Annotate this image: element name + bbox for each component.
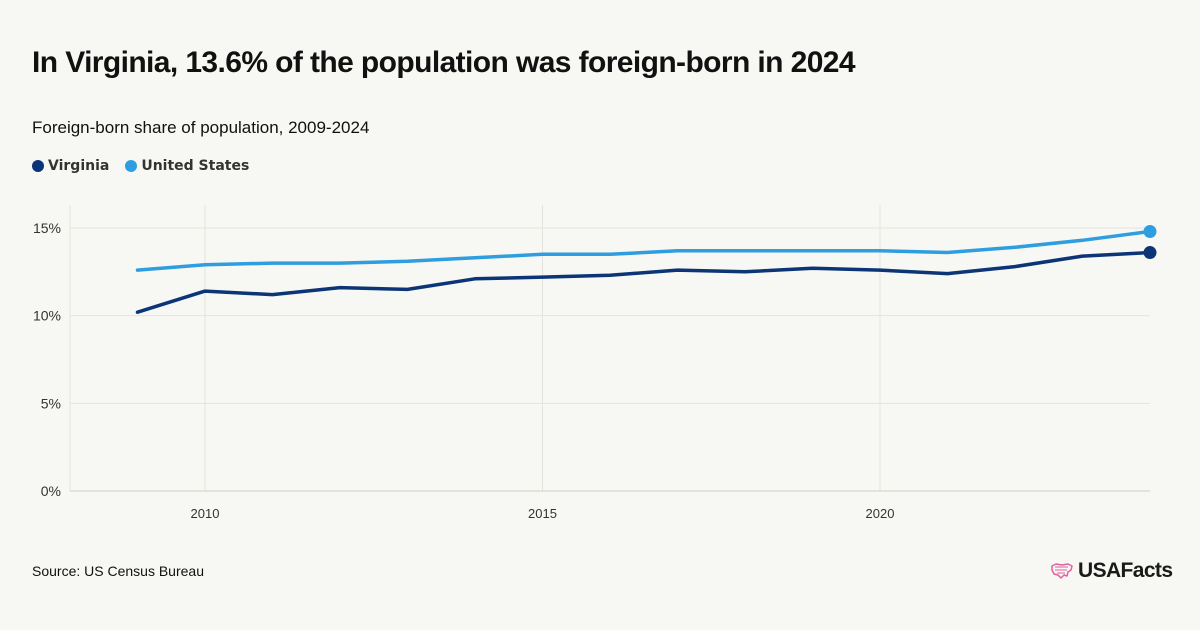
y-tick-label: 5% (41, 395, 61, 411)
us-map-outline-icon (1051, 563, 1073, 579)
chart-subtitle: Foreign-born share of population, 2009-2… (32, 118, 370, 137)
brand-name: USAFacts (1078, 559, 1173, 582)
y-tick-label: 15% (33, 220, 61, 236)
source-note: Source: US Census Bureau (32, 563, 204, 579)
x-tick-label: 2020 (866, 506, 895, 521)
legend-dot-united-states (125, 160, 138, 172)
legend-label-virginia: Virginia (48, 158, 110, 174)
legend-item-united-states: United States (125, 158, 249, 174)
y-tick-label: 10% (33, 308, 61, 324)
legend-label-united-states: United States (141, 158, 250, 174)
chart-title: In Virginia, 13.6% of the population was… (32, 46, 856, 79)
end-point-virginia (1143, 246, 1157, 260)
y-tick-label: 0% (41, 483, 61, 499)
usafacts-logo[interactable]: USAFacts (1050, 559, 1173, 583)
x-tick-label: 2015 (528, 506, 557, 521)
series-line-united-states (135, 229, 1152, 272)
legend-item-virginia: Virginia (32, 158, 109, 174)
legend: Virginia United States (32, 158, 249, 174)
legend-dot-virginia (32, 160, 44, 172)
series-line-virginia (135, 250, 1152, 314)
x-tick-label: 2010 (191, 506, 220, 521)
end-point-united-states (1143, 225, 1157, 239)
